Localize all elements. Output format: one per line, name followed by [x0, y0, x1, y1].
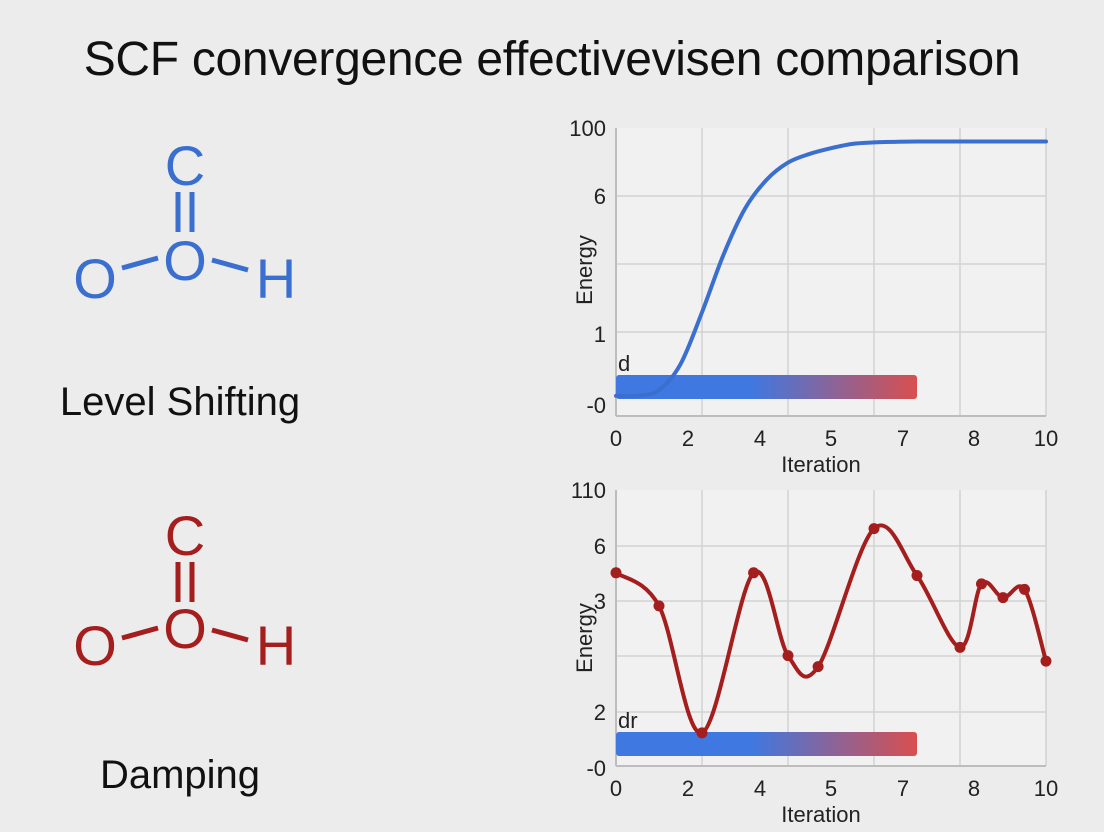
atom-h: H [256, 614, 296, 677]
plot-area [616, 490, 1046, 766]
molecule-damping: C O O H [73, 504, 296, 677]
convergence-bar [616, 732, 917, 756]
molecule-level-shifting: C O O H [73, 134, 296, 310]
y-tick-label: 110 [571, 478, 606, 503]
atom-h: H [256, 247, 296, 310]
x-tick-label: 7 [897, 426, 909, 451]
data-point [748, 567, 760, 579]
x-tick-label: 4 [754, 426, 766, 451]
x-tick-label: 4 [754, 776, 766, 801]
x-tick-label: 2 [682, 426, 694, 451]
x-tick-label: 8 [968, 776, 980, 801]
y-tick-label: 100 [569, 116, 606, 141]
x-tick-label: 2 [682, 776, 694, 801]
y-tick-label: 3 [594, 589, 606, 614]
data-point [868, 523, 880, 535]
atom-c: C [165, 504, 205, 567]
y-tick-label: -0 [586, 393, 606, 418]
data-point [812, 661, 824, 673]
y-axis-label: Energy [572, 603, 597, 673]
x-tick-label: 0 [610, 426, 622, 451]
x-tick-label: 5 [825, 776, 837, 801]
y-tick-label: 1 [594, 322, 606, 347]
method-label-damping: Damping [99, 753, 261, 797]
page-title: SCF convergence effectivevisen compariso… [83, 33, 1021, 86]
data-point [976, 578, 987, 590]
y-tick-label: 6 [594, 184, 606, 209]
x-axis-label: Iteration [781, 802, 861, 827]
chart-level-shifting: 100 6 1 -00 2 4 5 7 8 10 Iteration Energy d [569, 116, 1058, 477]
convergence-bar [616, 375, 917, 399]
x-tick-label: 10 [1034, 776, 1058, 801]
x-tick-label: 5 [825, 426, 837, 451]
bar-label: d [618, 351, 630, 376]
data-point [954, 641, 966, 653]
data-point [696, 727, 708, 739]
data-point [911, 570, 923, 582]
data-point [997, 592, 1009, 604]
x-tick-label: 10 [1034, 426, 1058, 451]
data-point [1019, 583, 1030, 595]
y-tick-label: 6 [594, 534, 606, 559]
y-tick-label: -0 [586, 756, 606, 781]
method-label-level-shifting: Level Shifting [59, 380, 301, 424]
data-point [1040, 655, 1052, 667]
atom-o-left: O [73, 247, 117, 310]
x-axis-label: Iteration [781, 452, 861, 477]
bar-label: dr [618, 708, 638, 733]
x-tick-label: 8 [968, 426, 980, 451]
atom-o-left: O [73, 614, 117, 677]
plot-area [616, 128, 1046, 416]
series-line [614, 139, 1048, 399]
data-point [610, 567, 622, 579]
data-point [782, 650, 794, 662]
data-point [653, 600, 665, 612]
chart-damping: 110 6 3 2 -00 2 4 5 7 8 10 Iteration Energy dr [571, 478, 1058, 827]
x-tick-label: 0 [610, 776, 622, 801]
x-tick-label: 7 [897, 776, 909, 801]
atom-c: C [165, 134, 205, 197]
y-tick-label: 2 [594, 700, 606, 725]
y-axis-label: Energy [572, 235, 597, 305]
atom-o-mid: O [163, 229, 207, 292]
atom-o-mid: O [163, 597, 207, 660]
